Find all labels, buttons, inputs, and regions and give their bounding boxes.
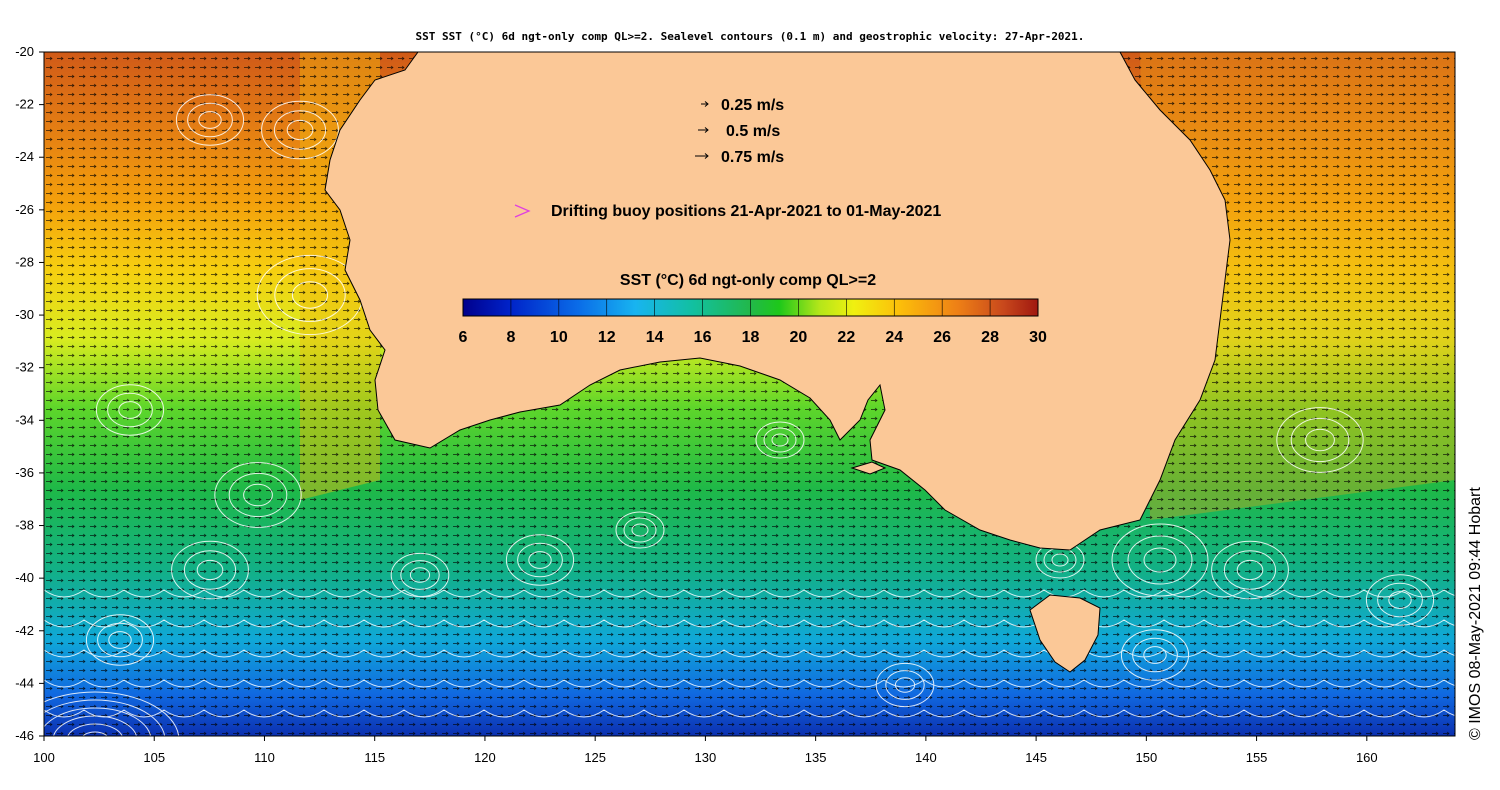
credit-text: © IMOS 08-May-2021 09:44 Hobart	[1467, 487, 1484, 740]
colorbar-title: SST (°C) 6d ngt-only comp QL>=2	[620, 272, 876, 289]
velocity-legend-label: 0.5 m/s	[726, 123, 780, 140]
buoy-arrow-icon	[514, 204, 531, 218]
colorbar: SST (°C) 6d ngt-only comp QL>=2 6 8 10 12 14…	[459, 272, 1047, 346]
y-tick-label: -28	[15, 254, 34, 269]
y-tick-label: -38	[15, 518, 34, 533]
map-frame	[43, 51, 1456, 737]
y-tick-label: -20	[15, 44, 34, 59]
velocity-arrow-icon	[695, 153, 709, 159]
y-tick-label: -34	[15, 412, 34, 427]
velocity-legend-label: 0.75 m/s	[721, 149, 784, 166]
x-tick-label: 145	[1025, 750, 1047, 765]
x-tick-label: 160	[1356, 750, 1378, 765]
colorbar-tick-label: 10	[550, 329, 568, 346]
tasmania	[1029, 594, 1101, 673]
velocity-legend-label: 0.25 m/s	[721, 97, 784, 114]
x-tick-label: 150	[1135, 750, 1157, 765]
buoy-legend-label: Drifting buoy positions 21-Apr-2021 to 0…	[551, 203, 941, 220]
x-tick-label: 155	[1246, 750, 1268, 765]
y-tick-label: -24	[15, 149, 34, 164]
colorbar-tick-label: 28	[981, 329, 999, 346]
colorbar-tick-label: 16	[694, 329, 712, 346]
figure-title: SST SST (°C) 6d ngt-only comp QL>=2. Sea…	[415, 30, 1085, 43]
colorbar-tick-label: 8	[506, 329, 515, 346]
colorbar-tick-label: 14	[646, 329, 664, 346]
x-tick-label: 105	[143, 750, 165, 765]
velocity-legend: 0.25 m/s 0.5 m/s 0.75 m/s	[695, 97, 784, 166]
x-tick-label: 125	[584, 750, 606, 765]
y-axis: -20 -22 -24 -26 -28 -30 -32 -34 -36 -38 -40 -42 -44 -…	[15, 44, 44, 743]
x-axis: 100 105 110 115 120 125 130 135 140 145 150 155 160	[33, 736, 1378, 765]
x-tick-label: 140	[915, 750, 937, 765]
y-tick-label: -40	[15, 570, 34, 585]
y-tick-label: -36	[15, 465, 34, 480]
x-tick-label: 100	[33, 750, 55, 765]
y-tick-label: -22	[15, 97, 34, 112]
colorbar-tick-label: 22	[837, 329, 855, 346]
buoy-legend: Drifting buoy positions 21-Apr-2021 to 0…	[514, 203, 941, 220]
y-tick-label: -32	[15, 360, 34, 375]
y-tick-label: -30	[15, 307, 34, 322]
colorbar-tick-label: 18	[742, 329, 760, 346]
x-tick-label: 135	[805, 750, 827, 765]
y-tick-label: -44	[15, 675, 34, 690]
colorbar-tick-label: 20	[790, 329, 808, 346]
x-tick-label: 120	[474, 750, 496, 765]
x-tick-label: 115	[364, 750, 385, 765]
y-tick-label: -26	[15, 202, 34, 217]
x-tick-label: 110	[254, 750, 275, 765]
kangaroo-island	[850, 461, 887, 475]
x-tick-label: 130	[695, 750, 717, 765]
colorbar-tick-label: 24	[885, 329, 903, 346]
colorbar-tick-label: 30	[1029, 329, 1047, 346]
colorbar-ticks: 6 8 10 12 14 16 18 20 22 24 26 28 30	[459, 299, 1047, 346]
velocity-arrow-icon	[701, 101, 709, 107]
colorbar-tick-label: 26	[933, 329, 951, 346]
colorbar-tick-label: 12	[598, 329, 616, 346]
colorbar-tick-label: 6	[459, 329, 468, 346]
velocity-arrow-icon	[698, 127, 709, 133]
y-tick-label: -42	[15, 623, 34, 638]
y-tick-label: -46	[15, 728, 34, 743]
